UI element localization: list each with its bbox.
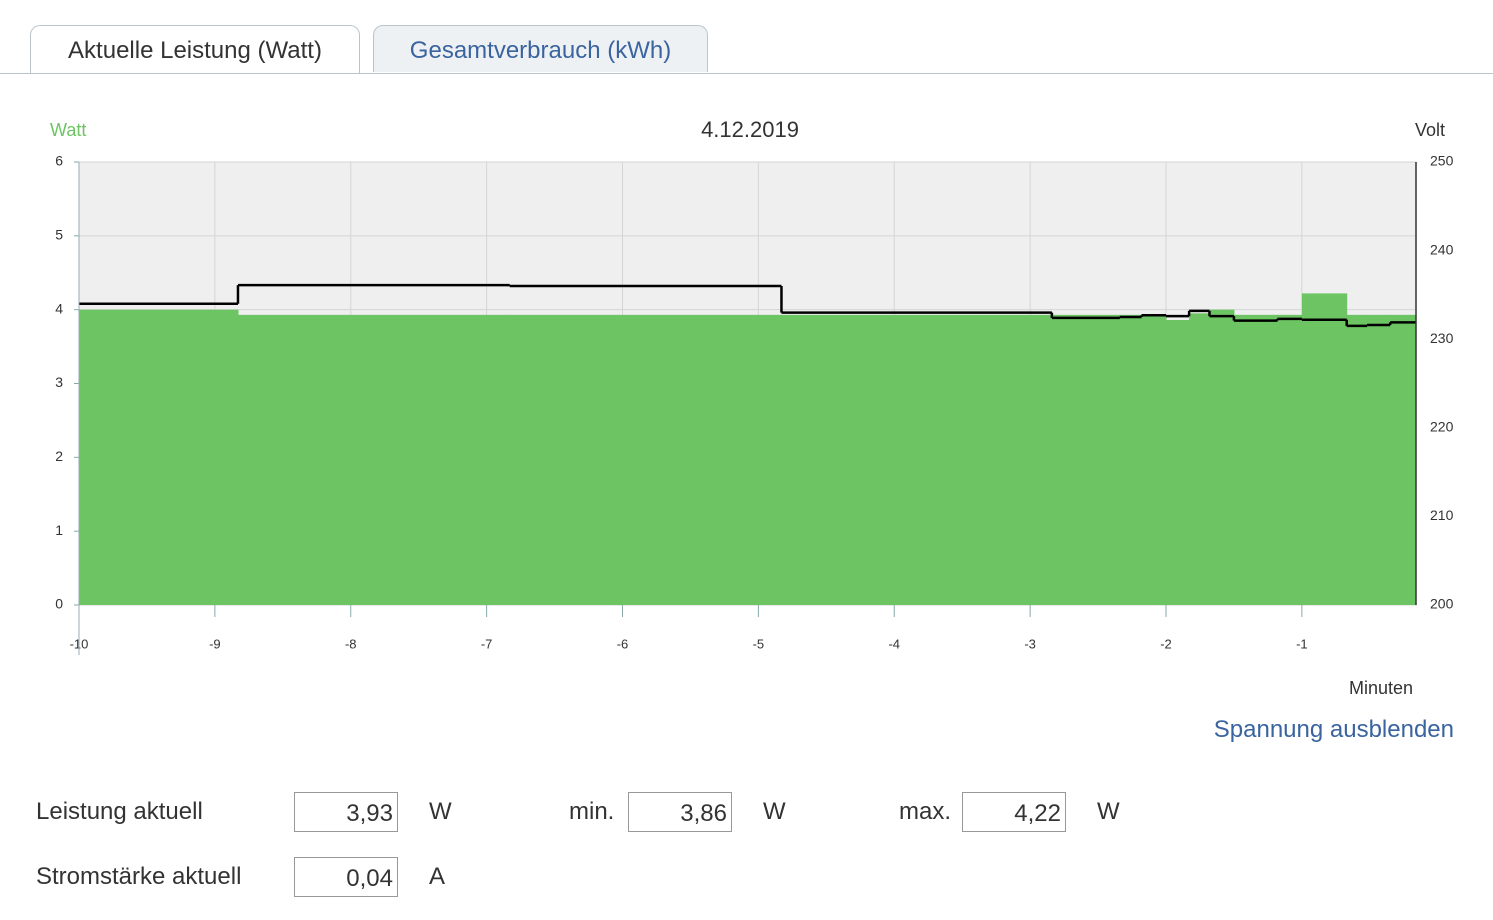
power-step	[1390, 314, 1417, 605]
power-step	[509, 314, 782, 605]
reading-unit: A	[429, 863, 446, 890]
y-tick-label: 1	[55, 522, 63, 538]
tab[interactable]: Aktuelle Leistung (Watt)	[30, 25, 360, 74]
x-tick-label: -9	[209, 636, 221, 651]
reading-unit: W	[763, 798, 786, 825]
reading-value: 3,93	[294, 792, 398, 832]
reading-value: 0,04	[294, 857, 398, 897]
x-tick-label: -6	[617, 636, 629, 651]
reading-value: 3,86	[628, 792, 732, 832]
y-axis-label: Watt	[50, 120, 86, 140]
power-step	[1119, 314, 1143, 605]
y2-tick-label: 200	[1430, 596, 1454, 612]
power-step	[1165, 320, 1190, 605]
reading-label: Stromstärke aktuell	[36, 863, 242, 890]
power-step	[79, 309, 239, 605]
power-step	[1189, 313, 1210, 605]
tab[interactable]: Gesamtverbrauch (kWh)	[373, 25, 708, 72]
y-tick-label: 3	[55, 374, 63, 390]
reading-label: max.	[899, 798, 952, 825]
y-tick-label: 6	[55, 153, 63, 169]
toggle-link[interactable]: Spannung ausblenden	[1213, 716, 1454, 743]
x-tick-label: -2	[1160, 636, 1172, 651]
power-step	[1346, 314, 1368, 605]
power-step	[1141, 314, 1167, 605]
power-step	[1233, 314, 1278, 605]
y-tick-label: 5	[55, 227, 63, 243]
x-axis-label: Minuten	[1349, 678, 1413, 698]
reading-unit: W	[429, 798, 452, 825]
reading-label: min.	[569, 798, 615, 825]
y-tick-label: 4	[55, 300, 63, 316]
power-step	[1301, 293, 1348, 605]
y2-tick-label: 220	[1430, 419, 1454, 435]
y2-tick-label: 240	[1430, 241, 1454, 257]
reading-value: 4,22	[962, 792, 1066, 832]
x-tick-label: -7	[481, 636, 493, 651]
x-tick-label: -4	[888, 636, 900, 651]
y2-tick-label: 250	[1430, 153, 1454, 169]
power-step	[1051, 314, 1121, 605]
x-tick-label: -8	[345, 636, 357, 651]
x-tick-label: -5	[753, 636, 765, 651]
power-step	[781, 314, 1053, 605]
y2-axis-label: Volt	[1415, 120, 1445, 140]
y2-tick-label: 210	[1430, 507, 1454, 523]
x-tick-label: -1	[1296, 636, 1308, 651]
x-tick-label: -3	[1024, 636, 1036, 651]
chart-title: 4.12.2019	[701, 117, 799, 142]
tab-rule	[0, 73, 1493, 74]
power-step	[1367, 314, 1391, 605]
power-step	[237, 314, 511, 605]
power-step	[1277, 314, 1303, 605]
y-tick-label: 0	[55, 596, 63, 612]
y-tick-label: 2	[55, 448, 63, 464]
reading-label: Leistung aktuell	[36, 798, 203, 825]
power-step	[1209, 309, 1235, 605]
y2-tick-label: 230	[1430, 330, 1454, 346]
reading-unit: W	[1097, 798, 1120, 825]
